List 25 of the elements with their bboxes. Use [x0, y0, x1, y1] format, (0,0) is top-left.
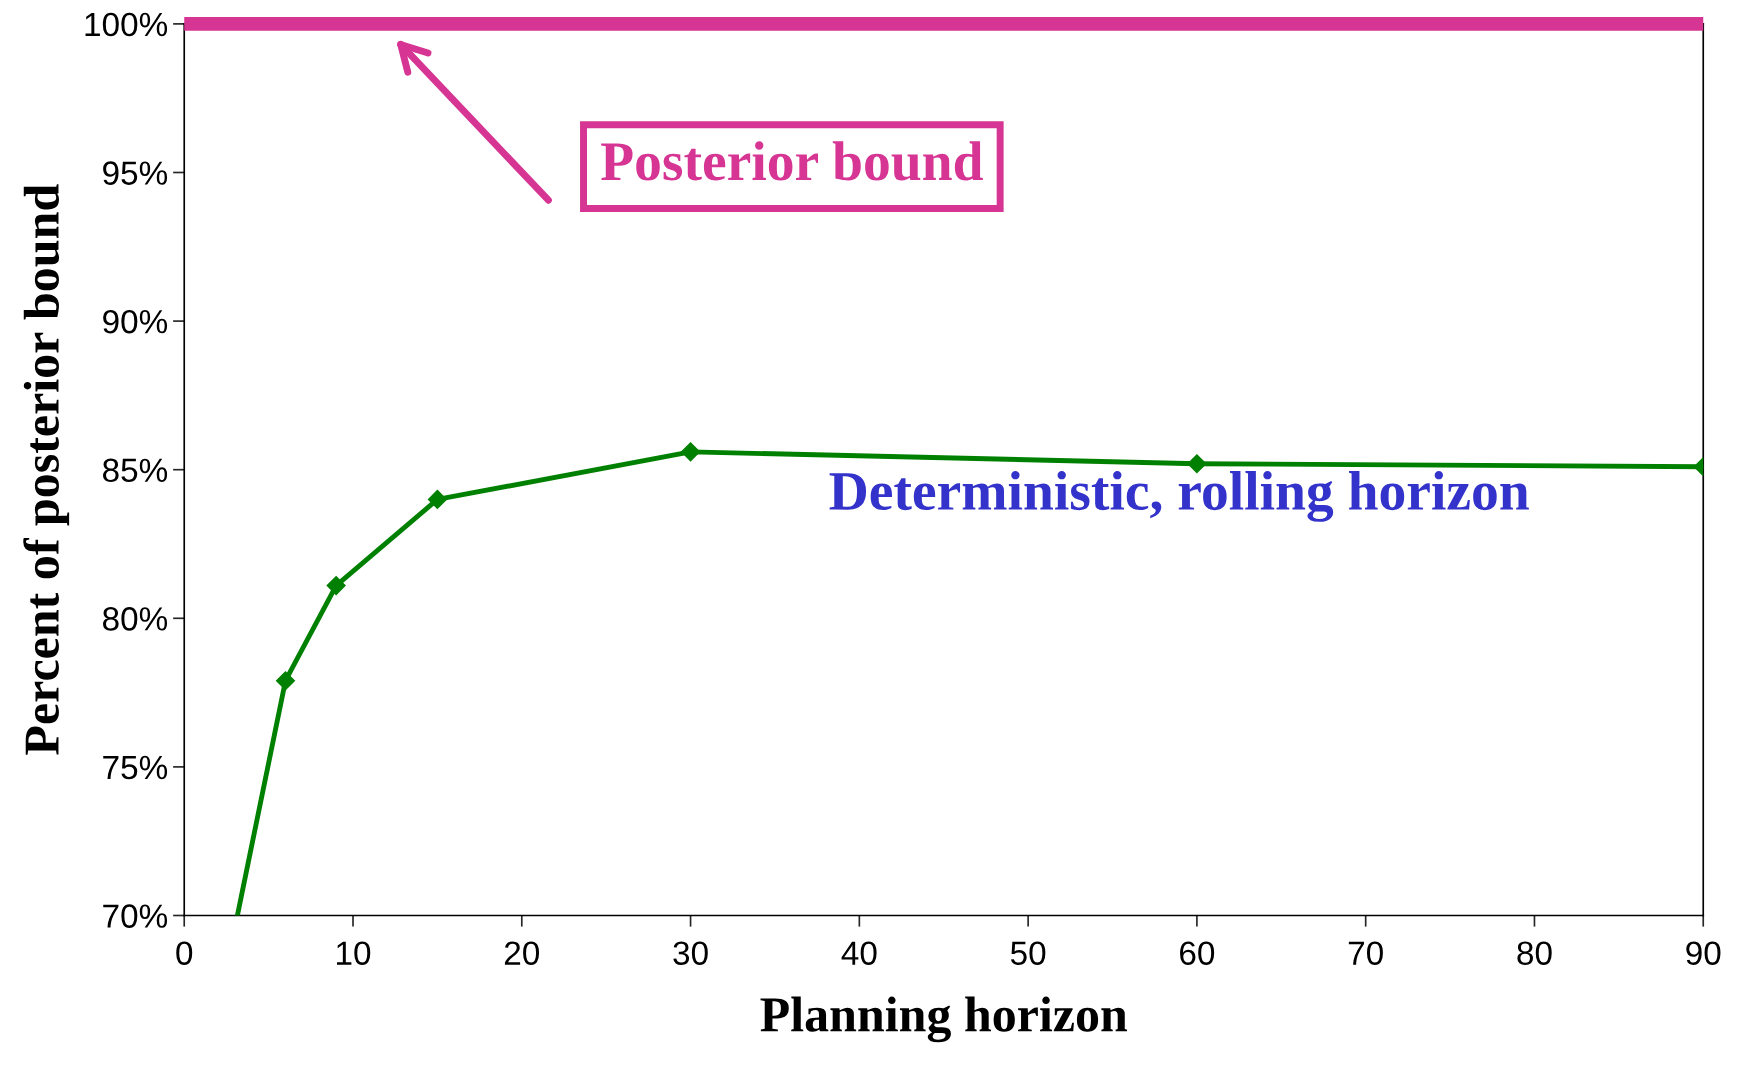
y-tick-label: 90% [103, 309, 168, 334]
x-tick-label: 70 [1348, 941, 1383, 965]
x-tick-label: 10 [337, 941, 371, 965]
annotation: Posterior bound [601, 141, 983, 181]
point [427, 489, 447, 509]
point [326, 576, 346, 596]
y-tick-label: 85% [102, 458, 168, 483]
y-tick-label: 70% [103, 904, 168, 928]
y-tick-label: 80% [102, 607, 168, 631]
x-axis-title: Planning horizon [760, 996, 1128, 1043]
x-tick-label: 0 [176, 941, 193, 965]
point [681, 442, 701, 462]
x-tick-label: 50 [1010, 941, 1046, 965]
y-tick-label: 100% [85, 12, 168, 37]
x-tick-label: 20 [504, 941, 540, 965]
x-tick-label: 90 [1686, 941, 1721, 965]
y-axis-title: Percent of posterior bound [23, 184, 70, 755]
x-tick-label: 60 [1180, 941, 1215, 965]
y-tick-label: 75% [103, 755, 168, 780]
x-tick-label: 40 [841, 941, 877, 965]
x-tick-label: 80 [1517, 941, 1552, 965]
x-tick-label: 30 [673, 941, 708, 965]
y-tick-label: 95% [103, 161, 168, 185]
point [275, 671, 296, 691]
annotation: Deterministic, rolling horizon [829, 471, 1529, 522]
